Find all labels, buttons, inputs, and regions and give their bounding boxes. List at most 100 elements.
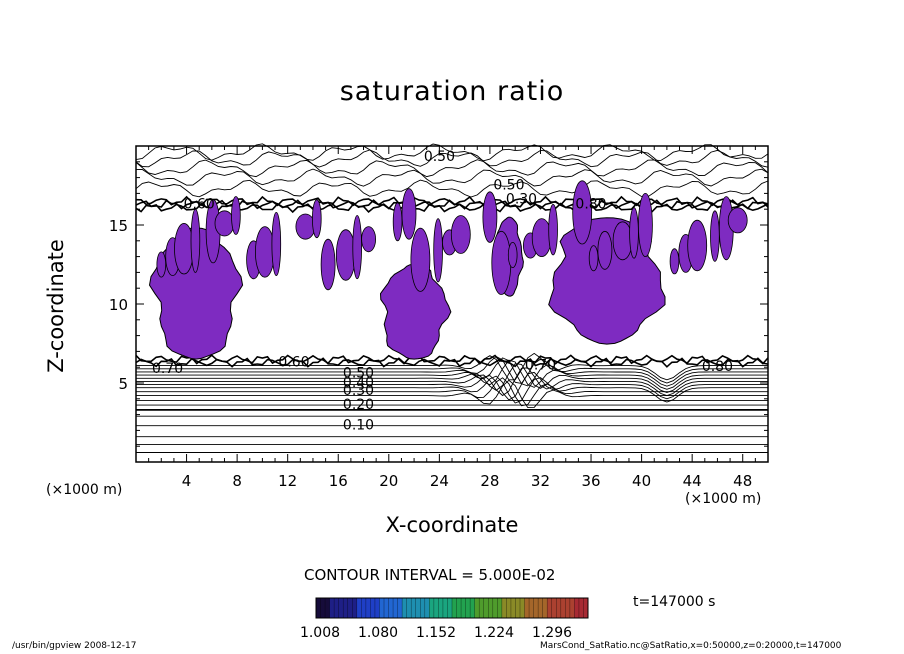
x-tick-label: 4 [182, 472, 192, 490]
colorbar-cell [343, 598, 349, 618]
x-axis-unit: (×1000 m) [685, 491, 762, 507]
shaded-plume [361, 226, 377, 253]
contour-line [136, 359, 768, 390]
colorbar-cell [379, 598, 385, 618]
y-axis-unit: (×1000 m) [46, 482, 123, 498]
colorbar-cell [374, 598, 380, 618]
colorbar-cell [420, 598, 426, 618]
contour-line [136, 355, 768, 384]
footer-left: /usr/bin/gpview 2008-12-17 [12, 641, 137, 651]
colorbar-cell [347, 598, 353, 618]
shaded-plume [638, 192, 653, 257]
colorbar-cell [406, 598, 412, 618]
colorbar-frame [315, 597, 589, 619]
supersaturation-shading [148, 180, 748, 360]
footer-right: MarsCond_SatRatio.nc@SatRatio,x=0:50000,… [540, 641, 842, 651]
colorbar-cell [483, 598, 489, 618]
colorbar-cell [501, 598, 507, 618]
contour-label: 0.30 [506, 192, 537, 208]
colorbar-cell [429, 598, 435, 618]
colorbar-tick-label: 1.008 [300, 625, 340, 641]
colorbar-cell [452, 598, 457, 618]
colorbar-cell [560, 598, 566, 618]
x-tick-label: 32 [531, 472, 550, 490]
contour-line [136, 352, 768, 381]
contour-line [136, 375, 768, 404]
contour-label: 0.80 [702, 359, 733, 375]
colorbar-cell [488, 598, 494, 618]
x-tick-label: 8 [232, 472, 242, 490]
colorbar-cell [461, 598, 466, 618]
colorbar-cell [402, 598, 408, 618]
shaded-plume [450, 215, 471, 254]
contour-label: 0.60 [184, 197, 215, 213]
shaded-plume [392, 202, 403, 242]
colorbar-cell [329, 598, 335, 618]
colorbar-cell [338, 598, 344, 618]
shaded-plume [491, 230, 512, 295]
colorbar-cell [533, 598, 539, 618]
colorbar-tick-label: 1.152 [416, 625, 456, 641]
x-tick-label: 48 [733, 472, 752, 490]
y-axis: 5 10 15 [109, 145, 768, 463]
x-tick-label: 28 [480, 472, 499, 490]
colorbar-cell [470, 598, 476, 618]
colorbar-cell [456, 598, 462, 618]
colorbar-cell [479, 598, 485, 618]
y-tick-label: 5 [118, 375, 128, 393]
contour-label: 0.40 [343, 375, 374, 391]
shaded-plume [482, 191, 498, 243]
shaded-plume [531, 218, 552, 258]
shaded-plume [548, 203, 558, 256]
colorbar-cell [447, 598, 453, 618]
contour-line [136, 357, 768, 387]
contour-line [136, 363, 768, 393]
colorbar-cell [384, 598, 389, 618]
colorbar-cell [334, 598, 340, 618]
x-tick-label: 12 [278, 472, 297, 490]
colorbar-cell [529, 598, 534, 618]
colorbar-cell [442, 598, 448, 618]
contour-line [135, 149, 769, 168]
contour-line [135, 143, 769, 162]
contour-label: 0.50 [424, 149, 455, 165]
shaded-plume [612, 221, 633, 261]
contour-label: 0.60 [278, 355, 309, 371]
colorbar-cell [393, 598, 398, 618]
colorbar-cell [538, 598, 544, 618]
shaded-plume [231, 196, 241, 235]
colorbar-cell [510, 598, 516, 618]
time-label: t=147000 s [633, 594, 716, 610]
shaded-plume [320, 238, 336, 291]
colorbar-cell [547, 598, 553, 618]
shaded-plume [572, 180, 593, 245]
colorbar: 1.008 1.080 1.152 1.224 1.296 [300, 597, 589, 641]
contour-line [136, 371, 768, 401]
contour-labels: 0.100.200.300.400.500.600.70 0.70 0.800.50… [152, 149, 733, 434]
contour-label: 0.50 [343, 366, 374, 382]
colorbar-cell [556, 598, 562, 618]
contour-label: 0.30 [343, 383, 374, 399]
contour-label: 0.10 [343, 418, 374, 434]
contour-line [135, 168, 769, 187]
colorbar-cell [569, 598, 575, 618]
colorbar-cell [361, 598, 367, 618]
shaded-plume [687, 219, 708, 272]
contour-line [136, 377, 768, 407]
shaded-region [379, 263, 452, 360]
colorbar-tick-label: 1.080 [358, 625, 398, 641]
colorbar-tick-label: 1.224 [474, 625, 514, 641]
colorbar-cell [574, 598, 580, 618]
colorbar-cell [497, 598, 503, 618]
contour-label: 0.80 [575, 197, 606, 213]
x-tick-label: 24 [430, 472, 449, 490]
colorbar-cell [438, 598, 444, 618]
colorbar-cell [424, 598, 430, 618]
shaded-plume [588, 245, 599, 272]
shaded-plume [410, 227, 431, 292]
shaded-plume [254, 226, 275, 278]
colorbar-cell [388, 598, 394, 618]
colorbar-cell [578, 598, 584, 618]
y-tick-label: 10 [109, 296, 128, 314]
